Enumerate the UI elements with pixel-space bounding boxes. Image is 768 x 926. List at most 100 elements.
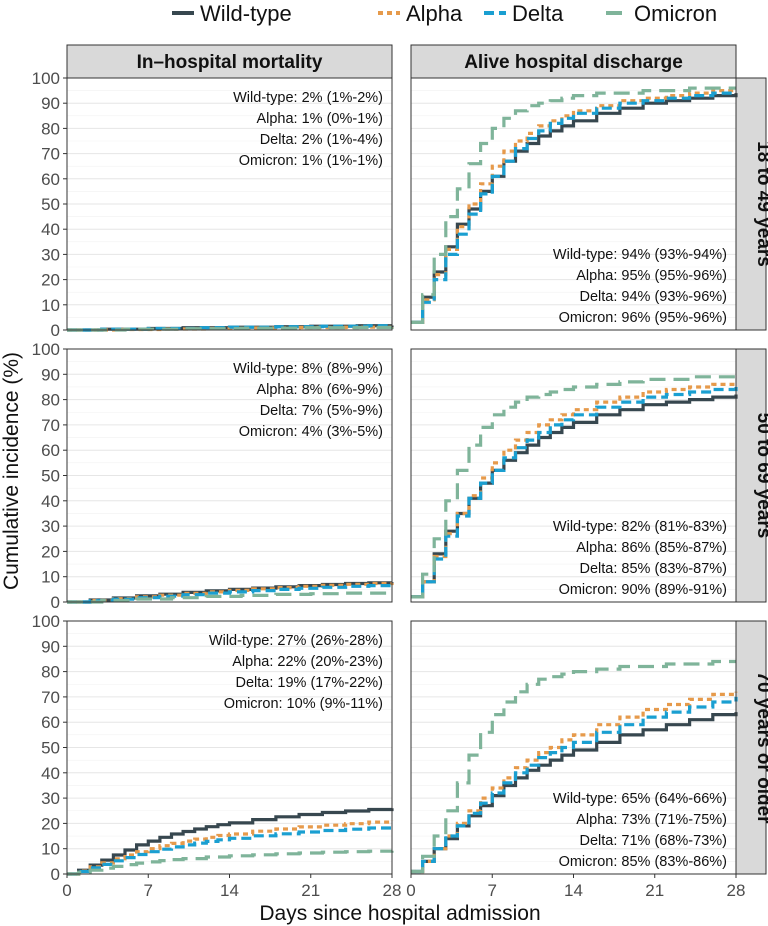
y-tick-label: 50 (41, 195, 60, 214)
annotation: Delta: 71% (68%-73%) (580, 833, 728, 849)
annotation: Wild-type: 65% (64%-66%) (553, 791, 727, 807)
row-strip (735, 77, 767, 331)
legend: Wild-type Alpha Delta Omicron (172, 1, 717, 26)
annotation: Omicron: 4% (3%-5%) (239, 424, 383, 440)
annotation: Alpha: 1% (0%-1%) (256, 111, 383, 127)
y-tick-label: 70 (41, 688, 60, 707)
panel: Wild-type: 82% (81%-83%) Alpha: 86% (85%-… (410, 348, 738, 603)
y-tick-label: 0 (51, 321, 60, 340)
x-tick-label: 21 (645, 881, 664, 900)
x-tick-label: 7 (488, 881, 497, 900)
legend-label-omicron: Omicron (634, 1, 717, 26)
series-line-delta (411, 387, 738, 599)
annotation: Omicron: 90% (89%-91%) (559, 582, 727, 598)
x-axis-title: Days since hospital admission (259, 902, 540, 925)
x-tick-label: 0 (406, 881, 415, 900)
y-tick-label: 40 (41, 764, 60, 783)
y-tick-label: 0 (51, 593, 60, 612)
y-tick-label: 50 (41, 467, 60, 486)
series-line-omicron (67, 849, 394, 876)
panel: Wild-type: 94% (93%-94%) Alpha: 95% (95%-… (410, 77, 738, 331)
column-strip (410, 44, 737, 79)
y-tick-label: 0 (51, 865, 60, 884)
annotation: Wild-type: 27% (26%-28%) (209, 633, 383, 649)
series-line-alpha (67, 820, 394, 876)
annotation: Delta: 94% (93%-96%) (580, 289, 728, 305)
legend-label-wild-type: Wild-type (200, 1, 292, 26)
y-tick-label: 20 (41, 814, 60, 833)
y-tick-label: 80 (41, 119, 60, 138)
series-line-delta (411, 91, 736, 324)
series-line-alpha (67, 325, 394, 332)
row-strip-label: 18 to 49 years (753, 141, 768, 267)
series-line-wild-type (411, 712, 738, 874)
y-tick-label: 20 (41, 271, 60, 290)
series-line-delta (67, 826, 394, 876)
annotation: Alpha: 22% (20%-23%) (232, 654, 383, 670)
series-line-wild-type (411, 93, 738, 324)
annotation: Wild-type: 94% (93%-94%) (553, 247, 727, 263)
annotation: Delta: 2% (1%-4%) (260, 132, 383, 148)
panel-border (410, 77, 737, 331)
y-tick-label: 70 (41, 145, 60, 164)
y-tick-label: 30 (41, 517, 60, 536)
series-line-omicron (411, 374, 738, 599)
y-tick-label: 80 (41, 663, 60, 682)
y-tick-label: 10 (41, 568, 60, 587)
y-tick-label: 30 (41, 789, 60, 808)
y-tick-label: 90 (41, 637, 60, 656)
annotation: Alpha: 86% (85%-87%) (576, 540, 727, 556)
row-strip (735, 620, 767, 875)
row-strip (735, 348, 767, 603)
panel: Wild-type: 65% (64%-66%) Alpha: 73% (71%-… (406, 620, 746, 900)
y-tick-label: 10 (41, 840, 60, 859)
x-tick-label: 0 (62, 881, 71, 900)
annotation: Omicron: 85% (83%-86%) (559, 854, 727, 870)
series-line-delta (411, 696, 738, 874)
x-tick-label: 7 (144, 881, 153, 900)
annotation: Delta: 7% (5%-9%) (260, 403, 383, 419)
panel-border (410, 348, 737, 603)
panel-border (66, 77, 393, 331)
annotation: Wild-type: 82% (81%-83%) (553, 519, 727, 535)
y-tick-label: 60 (41, 441, 60, 460)
y-tick-label: 30 (41, 245, 60, 264)
annotation: Alpha: 73% (71%-75%) (576, 812, 727, 828)
x-tick-label: 28 (727, 881, 746, 900)
annotation: Omicron: 10% (9%-11%) (224, 696, 383, 712)
column-strip (66, 44, 393, 79)
y-tick-label: 60 (41, 713, 60, 732)
y-tick-label: 20 (41, 542, 60, 561)
y-tick-label: 100 (32, 340, 60, 359)
annotation: Omicron: 1% (1%-1%) (239, 153, 383, 169)
y-tick-label: 70 (41, 416, 60, 435)
x-tick-label: 28 (383, 881, 402, 900)
y-tick-label: 10 (41, 296, 60, 315)
series-line-omicron (411, 659, 736, 874)
y-tick-label: 40 (41, 492, 60, 511)
panel-border (66, 348, 393, 603)
annotation: Wild-type: 2% (1%-2%) (233, 90, 383, 106)
x-tick-label: 14 (220, 881, 239, 900)
y-tick-label: 100 (32, 69, 60, 88)
y-axis-title: Cumulative incidence (%) (0, 352, 23, 590)
facet-strips: In–hospital mortality Alive hospital disc… (66, 44, 768, 875)
annotation: Wild-type: 8% (8%-9%) (233, 361, 383, 377)
series-line-omicron (67, 591, 394, 604)
y-tick-label: 90 (41, 365, 60, 384)
row-strip-label: 50 to 69 years (753, 413, 768, 539)
column-strip-label: In–hospital mortality (137, 52, 323, 73)
series-line-delta (67, 324, 394, 332)
y-tick-label: 100 (32, 612, 60, 631)
y-tick-label: 90 (41, 94, 60, 113)
legend-label-alpha: Alpha (406, 1, 463, 26)
annotation: Alpha: 8% (6%-9%) (256, 382, 383, 398)
x-tick-label: 21 (301, 881, 320, 900)
series-line-omicron (411, 86, 736, 324)
annotation: Omicron: 96% (95%-96%) (559, 310, 727, 326)
x-tick-label: 14 (564, 881, 583, 900)
panel: 0 10 20 30 40 50 60 70 80 90 100 Wild-type: 8% (8%-… (32, 340, 394, 612)
annotation: Alpha: 95% (95%-96%) (576, 268, 727, 284)
